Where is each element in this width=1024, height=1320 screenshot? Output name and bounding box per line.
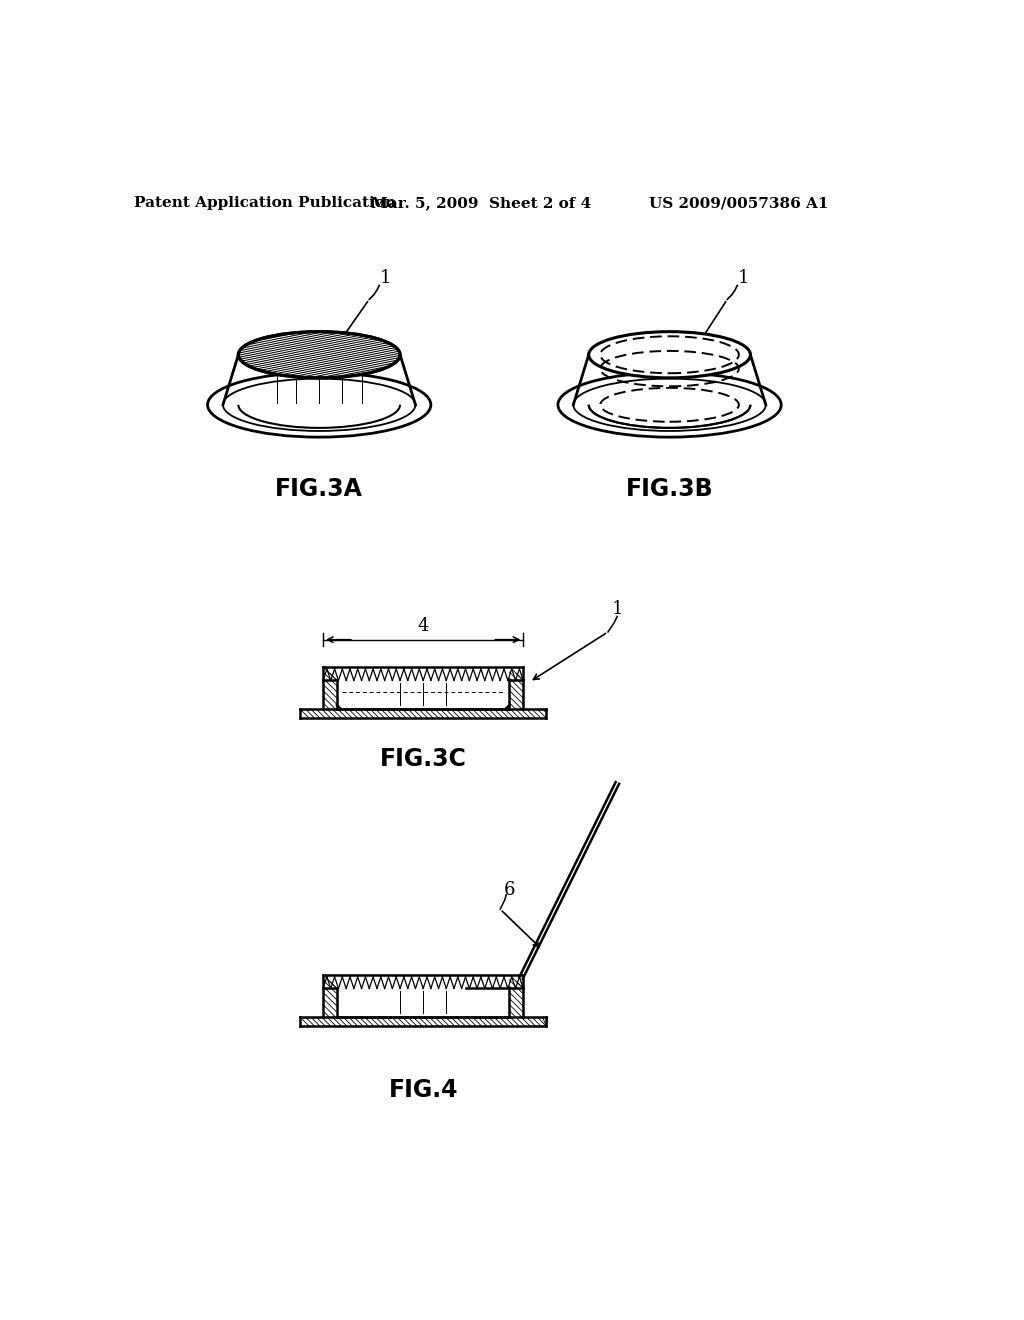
Text: US 2009/0057386 A1: US 2009/0057386 A1: [649, 197, 828, 210]
Text: FIG.3A: FIG.3A: [275, 478, 364, 502]
Text: 6: 6: [504, 880, 515, 899]
Text: 1: 1: [379, 269, 391, 286]
Ellipse shape: [239, 331, 400, 378]
Ellipse shape: [558, 372, 781, 437]
Text: Patent Application Publication: Patent Application Publication: [134, 197, 396, 210]
Text: FIG.4: FIG.4: [388, 1078, 458, 1102]
Text: FIG.3C: FIG.3C: [380, 747, 467, 771]
Text: FIG.3B: FIG.3B: [626, 478, 714, 502]
Text: 1: 1: [611, 599, 624, 618]
Text: 4: 4: [418, 616, 429, 635]
Text: Mar. 5, 2009  Sheet 2 of 4: Mar. 5, 2009 Sheet 2 of 4: [371, 197, 591, 210]
Ellipse shape: [589, 331, 751, 378]
Text: 1: 1: [737, 269, 749, 286]
Ellipse shape: [208, 372, 431, 437]
